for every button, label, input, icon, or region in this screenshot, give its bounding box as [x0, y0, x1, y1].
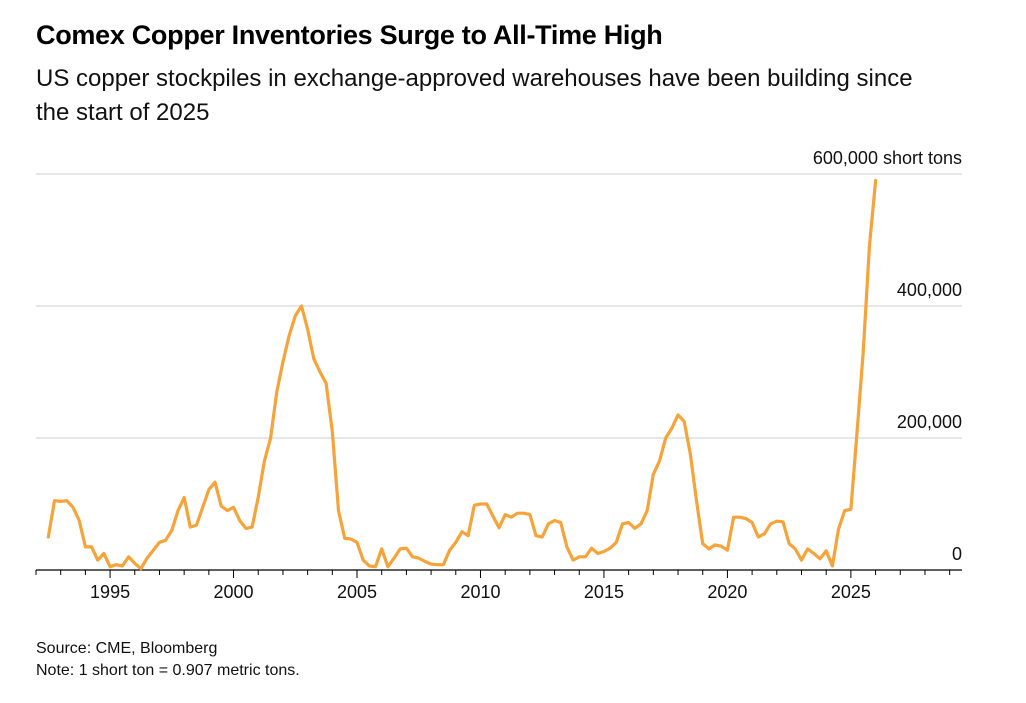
- x-axis: 1995 2000 2005 2010 2015 2020 2025: [35, 569, 962, 602]
- series-layer: [46, 179, 878, 571]
- x-tick-label: 2015: [584, 582, 624, 602]
- unit-note: Note: 1 short ton = 0.907 metric tons.: [36, 662, 300, 679]
- source-note: Source: CME, Bloomberg: [36, 640, 218, 657]
- y-tick-label: 0: [952, 544, 962, 564]
- chart-subtitle: US copper stockpiles in exchange-approve…: [36, 65, 913, 126]
- y-axis-labels: 0 200,000 400,000 600,000 short tons: [813, 148, 962, 564]
- grid-lines: [36, 173, 962, 439]
- x-tick-label: 2005: [337, 582, 377, 602]
- x-tick-label: 2000: [214, 582, 254, 602]
- chart-title: Comex Copper Inventories Surge to All-Ti…: [36, 20, 663, 50]
- series-line: [46, 179, 878, 571]
- x-tick-label: 2025: [831, 582, 871, 602]
- x-tick-label: 2010: [460, 582, 500, 602]
- y-tick-label: 600,000 short tons: [813, 148, 962, 168]
- y-tick-label: 400,000: [897, 280, 962, 300]
- chart-footer: Source: CME, Bloomberg Note: 1 short ton…: [36, 638, 300, 682]
- x-tick-label: 2020: [707, 582, 747, 602]
- y-tick-label: 200,000: [897, 412, 962, 432]
- x-tick-label: 1995: [90, 582, 130, 602]
